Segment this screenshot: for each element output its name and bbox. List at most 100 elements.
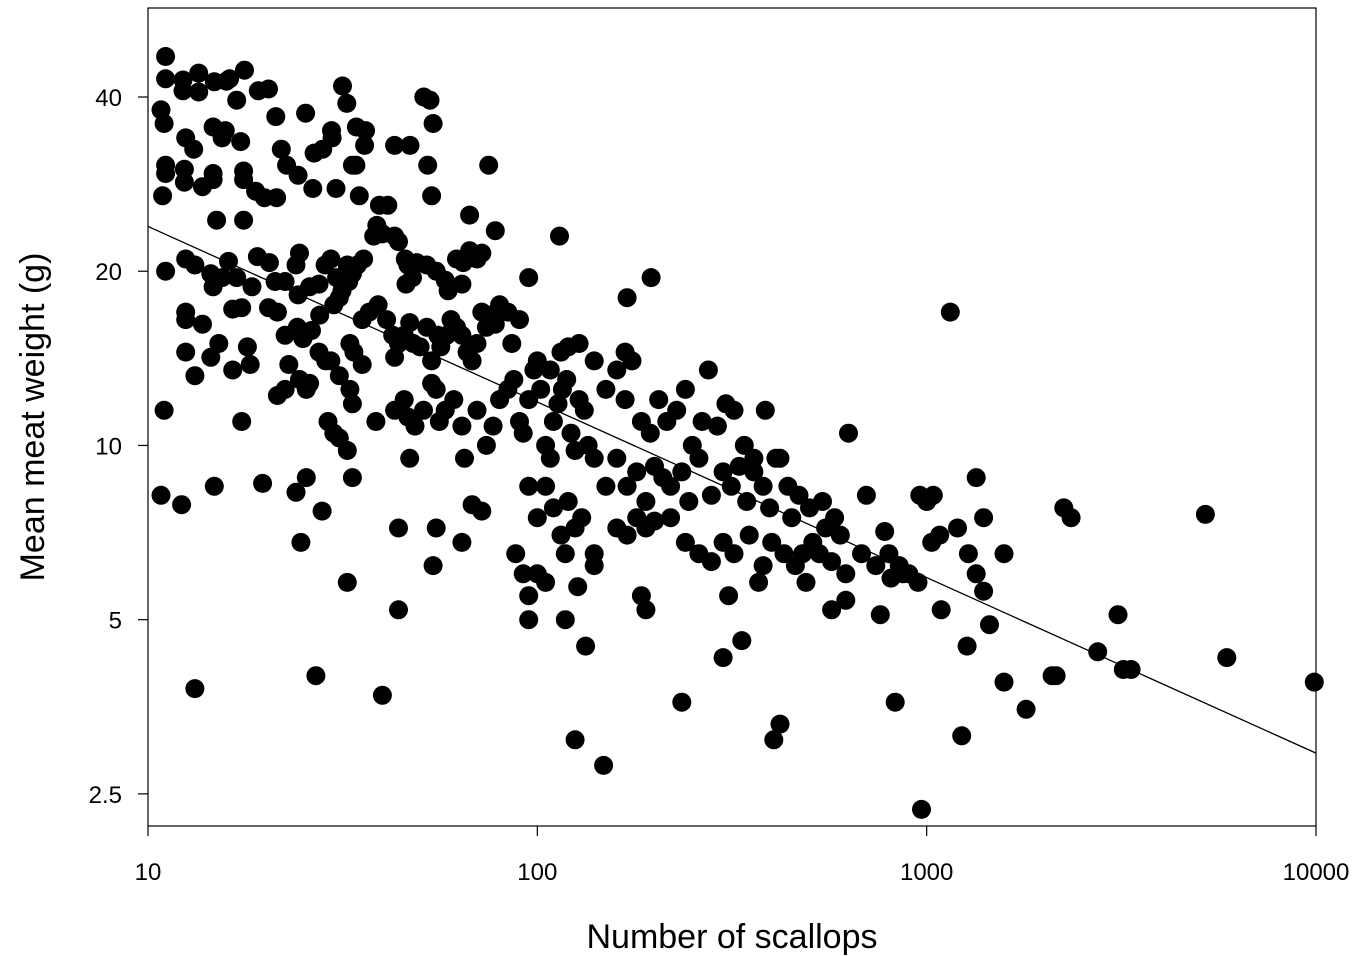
y-tick-label: 5 <box>109 608 122 635</box>
data-point <box>154 114 174 133</box>
data-point <box>342 468 362 488</box>
data-point <box>207 210 227 230</box>
data-point <box>455 448 474 468</box>
data-point <box>782 508 802 528</box>
data-point <box>561 423 581 443</box>
data-point <box>309 274 329 294</box>
data-point <box>173 81 193 101</box>
data-point <box>296 468 316 488</box>
data-point <box>400 313 420 333</box>
data-point <box>452 532 472 552</box>
data-point <box>636 492 656 511</box>
data-point <box>839 423 858 443</box>
data-point <box>974 508 994 528</box>
data-point <box>519 610 539 630</box>
data-point <box>426 518 446 538</box>
data-point <box>870 605 890 625</box>
plot-frame <box>147 7 1317 827</box>
data-point <box>333 76 352 96</box>
data-point <box>462 351 482 371</box>
data-point <box>153 186 173 206</box>
data-point <box>753 556 773 576</box>
data-point <box>154 400 174 420</box>
data-point <box>607 448 627 468</box>
data-point <box>641 268 661 288</box>
data-point <box>816 518 836 538</box>
data-point <box>574 400 594 420</box>
data-point <box>231 132 251 152</box>
data-point <box>958 544 978 564</box>
data-point <box>368 295 388 315</box>
data-point <box>479 155 499 175</box>
data-point <box>227 268 247 288</box>
data-point <box>713 648 733 668</box>
data-point <box>302 321 321 340</box>
data-point <box>201 347 221 367</box>
data-point <box>502 334 522 353</box>
data-point <box>636 600 656 620</box>
data-point <box>645 511 664 531</box>
data-point <box>303 179 323 198</box>
data-point <box>527 508 547 528</box>
data-point <box>420 90 440 110</box>
data-point <box>220 69 240 89</box>
data-point <box>215 121 235 141</box>
data-point <box>259 79 278 99</box>
data-point <box>584 351 604 371</box>
data-point <box>912 799 931 819</box>
data-point <box>389 600 408 620</box>
data-point <box>713 462 733 482</box>
data-point <box>952 726 972 746</box>
data-point <box>253 473 273 493</box>
data-point <box>550 226 569 246</box>
data-point <box>994 672 1014 692</box>
data-point <box>796 572 816 592</box>
data-point <box>322 128 342 148</box>
data-point <box>354 249 374 269</box>
data-point <box>185 366 205 386</box>
data-point <box>724 400 744 420</box>
y-axis-title: Mean meat weight (g) <box>14 253 52 582</box>
data-point <box>584 556 604 576</box>
x-tick-label: 10 <box>135 859 162 886</box>
data-point <box>209 334 229 353</box>
data-point <box>326 179 346 198</box>
data-point <box>472 243 492 263</box>
data-point <box>405 416 425 436</box>
data-point <box>452 274 472 294</box>
data-point <box>306 666 326 686</box>
data-point <box>789 485 809 505</box>
data-point <box>576 636 596 656</box>
data-point <box>701 552 721 572</box>
data-point <box>519 268 539 288</box>
data-point <box>729 456 749 476</box>
data-point <box>219 251 238 271</box>
data-point <box>483 416 503 436</box>
data-point <box>310 305 330 325</box>
data-point <box>389 518 408 538</box>
data-point <box>378 195 398 215</box>
data-point <box>540 360 560 380</box>
x-axis: 10 100 1000 10000 <box>135 826 1349 886</box>
data-point <box>271 139 291 159</box>
data-point <box>744 448 764 468</box>
data-point <box>422 186 442 206</box>
data-point <box>622 351 642 371</box>
data-point <box>223 360 243 380</box>
data-point <box>234 210 254 230</box>
data-point <box>594 755 614 775</box>
data-point <box>701 485 721 505</box>
data-point <box>203 170 223 190</box>
data-point <box>176 310 196 330</box>
data-point <box>689 448 709 468</box>
x-axis-title: Number of scallops <box>586 918 877 956</box>
data-point <box>661 508 681 528</box>
data-point <box>189 82 209 102</box>
points-layer <box>151 47 1324 819</box>
data-point <box>558 492 578 511</box>
data-point <box>288 165 308 185</box>
data-point <box>707 416 727 436</box>
data-point <box>519 476 539 496</box>
y-axis: 2.5 5 10 20 40 <box>89 85 148 809</box>
data-point <box>156 164 176 183</box>
